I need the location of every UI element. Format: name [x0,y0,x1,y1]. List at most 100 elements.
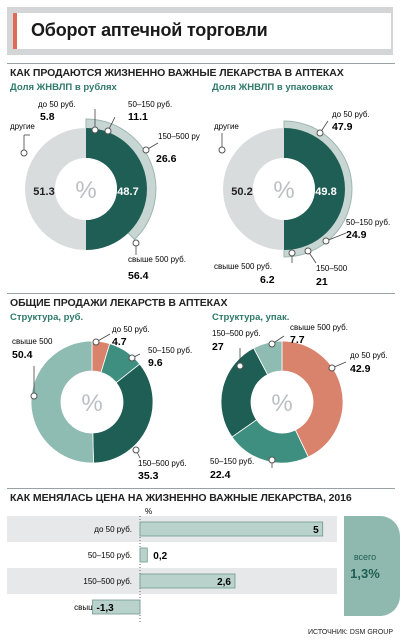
label-50-150: 50–150 руб. [148,346,192,355]
bar-value-label: 2,6 [217,577,231,588]
marker-dot [288,249,296,257]
total-value: 1,3% [350,566,380,581]
donut-slice-zhnvlp [284,128,345,250]
value-under-50: 42.9 [350,363,371,375]
value-under-50: 47.9 [332,121,353,133]
bar-category-label: 50–150 руб. [88,551,132,560]
unit-label: % [145,507,152,516]
total-title: всего [354,552,376,562]
value-under-50: 5.8 [40,111,55,123]
marker-dot [322,237,330,245]
divider [7,488,395,489]
section-header-price-change: КАК МЕНЯЛАСЬ ЦЕНА НА ЖИЗНЕННО ВАЖНЫЕ ЛЕК… [10,492,352,504]
marker-dot [328,364,336,372]
bar [139,521,324,537]
title-inner: Оборот аптечной торговли [13,13,391,49]
label-other: другие [10,122,35,131]
label-50-150: 50–150 руб. [128,100,172,109]
label-50-150: 50–150 руб. [210,457,254,466]
page-title: Оборот аптечной торговли [31,20,268,40]
value-over-500: 7.7 [290,334,305,346]
divider [7,293,395,294]
donut-slice-other [25,128,87,250]
marker-dot [20,149,28,157]
section-header-zhnvlp: КАК ПРОДАЮТСЯ ЖИЗНЕННО ВАЖНЫЕ ЛЕКАРСТВА … [10,67,344,79]
marker-dot [304,247,312,255]
donut-hole [253,158,315,220]
label-150-500: 150–500 руб. [158,132,200,141]
value-label-other: 50.2 [231,186,252,198]
value-over-500: 50.4 [12,349,33,361]
value-150-500: 21 [316,276,328,288]
marker-dot [132,446,140,454]
label-under-50: до 50 руб. [350,351,388,360]
value-50-150: 24.9 [346,229,367,241]
value-50-150: 9.6 [148,357,163,369]
total-badge [344,516,400,616]
divider [7,63,395,64]
marker-dot [142,146,150,154]
donut-hole [55,158,117,220]
marker-dot [268,456,276,464]
donut-chart-rub-share: % 51.3 48.7 другие до 50 руб. 5.8 50–150… [10,100,200,282]
value-50-150: 11.1 [128,111,148,123]
donut-hole [61,371,123,433]
marker-dot [91,126,99,134]
donut-slice-zhnvlp [86,128,147,250]
label-over-500: свыше 500 руб. [214,262,272,271]
percent-symbol: % [75,177,96,204]
value-150-500: 35.3 [138,470,159,482]
bar-value-label: -1,3 [97,603,115,614]
value-50-150: 22.4 [210,469,231,481]
price-change-bar-chart: % до 50 руб. 5 50–150 руб. 0,2 150–500 руб. 2… [7,507,400,622]
value-150-500: 26.6 [156,153,177,165]
donut-hole [251,371,313,433]
label-150-500: 150–500 руб. [212,329,261,338]
percent-symbol: % [81,390,102,417]
marker-dot [316,129,324,137]
label-over-500: свыше 500 [12,337,53,346]
marker-dot [268,340,276,348]
bar-value-label: 5 [313,525,319,536]
label-under-50: до 50 руб. [332,110,370,119]
subtitle-structure-rub: Структура, руб. [10,312,84,323]
marker-dot [104,127,112,135]
marker-dot [132,239,140,247]
bar-category-label: 150–500 руб. [83,577,132,586]
subtitle-structure-pack: Структура, упак. [212,312,290,323]
title-banner: Оборот аптечной торговли [7,7,393,55]
value-under-50: 4.7 [112,336,127,348]
marker-dot [128,354,136,362]
source-note: ИСТОЧНИК: DSM GROUP [308,629,393,636]
label-150-500: 150–500 [316,264,348,273]
marker-dot [30,392,38,400]
subtitle-rub-share: Доля ЖНВЛП в рублях [10,82,117,93]
marker-dot [236,362,244,370]
section-header-total-sales: ОБЩИЕ ПРОДАЖИ ЛЕКАРСТВ В АПТЕКАХ [10,297,228,309]
bar [139,573,236,589]
value-label-zhnvlp: 48.7 [117,186,138,198]
label-other: другие [214,122,239,131]
label-over-500: свыше 500 руб. [290,323,348,332]
leader-line [325,232,347,242]
value-label-zhnvlp: 49.8 [315,186,336,198]
label-under-50: до 50 руб. [112,325,150,334]
marker-dot [92,338,100,346]
marker-dot [218,146,226,154]
bar-value-label: 0,2 [153,551,167,562]
donut-chart-pack-share: % 50.2 49.8 другие до 50 руб. 47.9 50–15… [214,110,390,288]
label-under-50: до 50 руб. [38,100,76,109]
label-over-500: свыше 500 руб. [128,255,186,264]
bar [92,599,141,615]
percent-symbol: % [271,390,292,417]
bar [139,547,148,563]
label-150-500: 150–500 руб. [138,459,187,468]
donut-slice-other [223,128,284,250]
donut-chart-structure-pack: % до 50 руб. 42.9 50–150 руб. 22.4 150–5… [210,323,388,481]
subtitle-pack-share: Доля ЖНВЛП в упаковках [212,82,334,93]
value-over-500: 6.2 [260,274,275,286]
bar-category-label: до 50 руб. [94,525,132,534]
value-150-500: 27 [212,341,224,353]
value-label-other: 51.3 [33,186,54,198]
donut-chart-structure-rub: % до 50 руб. 4.7 50–150 руб. 9.6 150–500… [12,325,192,482]
